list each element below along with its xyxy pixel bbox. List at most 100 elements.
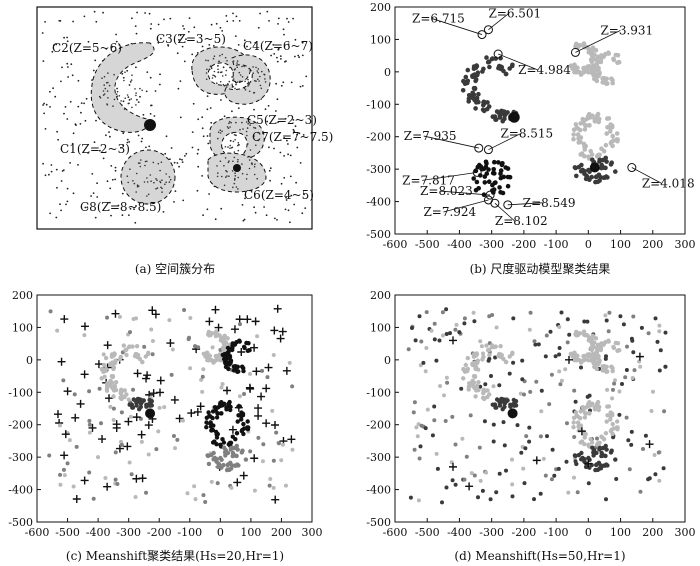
noise-point bbox=[657, 368, 662, 373]
annotation-leader bbox=[494, 202, 516, 222]
cluster-point bbox=[218, 401, 223, 407]
noise-point bbox=[653, 472, 658, 477]
cluster-point bbox=[575, 132, 581, 137]
cluster-point bbox=[588, 64, 594, 70]
cluster-point bbox=[236, 463, 241, 468]
cluster-point bbox=[264, 81, 267, 83]
noise-cross bbox=[273, 304, 282, 313]
noise-point bbox=[624, 415, 629, 420]
cluster-point bbox=[159, 169, 161, 172]
annotation-label: Z=8.102 bbox=[495, 214, 548, 228]
cluster-point bbox=[484, 55, 489, 60]
cluster-point bbox=[113, 73, 115, 76]
noise-point bbox=[157, 405, 162, 410]
noise-point bbox=[305, 75, 308, 78]
x-tick-label: -200 bbox=[512, 238, 537, 251]
noise-point bbox=[66, 36, 68, 39]
noise-point bbox=[83, 15, 86, 18]
cluster-point bbox=[589, 347, 595, 353]
noise-point bbox=[253, 206, 256, 209]
x-tick-label: 200 bbox=[271, 526, 292, 539]
noise-point bbox=[290, 447, 295, 452]
cluster-point bbox=[219, 81, 222, 83]
annotation-ring bbox=[483, 25, 493, 35]
annotation-leader bbox=[575, 30, 621, 53]
cluster-point bbox=[599, 434, 604, 439]
cluster-point bbox=[603, 453, 608, 459]
panel-a-cluster-points bbox=[98, 53, 267, 197]
cluster-point bbox=[121, 104, 123, 106]
cluster-point bbox=[209, 428, 214, 433]
noise-cross bbox=[144, 421, 153, 430]
noise-point bbox=[417, 456, 422, 461]
noise-point bbox=[80, 102, 83, 104]
cluster-point bbox=[216, 175, 219, 178]
noise-point bbox=[476, 495, 480, 500]
cluster-point bbox=[466, 93, 472, 98]
noise-point bbox=[656, 450, 661, 455]
noise-point bbox=[64, 106, 67, 108]
cluster-point bbox=[497, 185, 502, 190]
cluster-point bbox=[254, 163, 256, 165]
noise-point bbox=[630, 376, 635, 380]
annotation-leader bbox=[440, 190, 491, 196]
y-tick-label: 200 bbox=[370, 289, 391, 302]
cluster-point bbox=[243, 457, 249, 462]
noise-point bbox=[180, 418, 185, 423]
noise-point bbox=[559, 310, 564, 315]
noise-point bbox=[201, 127, 204, 130]
cluster-point bbox=[161, 179, 163, 181]
noise-point bbox=[113, 477, 118, 482]
noise-point bbox=[582, 319, 587, 324]
noise-point bbox=[50, 170, 53, 173]
cluster-point bbox=[105, 381, 110, 386]
noise-point bbox=[93, 10, 96, 13]
annotation-label: Z=8.023 bbox=[420, 184, 473, 198]
noise-point bbox=[61, 170, 64, 172]
noise-point bbox=[133, 208, 135, 211]
cluster-point bbox=[245, 178, 248, 180]
noise-cross bbox=[175, 414, 184, 423]
cluster-point bbox=[237, 144, 239, 147]
noise-point bbox=[167, 44, 170, 47]
noise-point bbox=[604, 497, 608, 502]
annotation-leader bbox=[497, 53, 539, 71]
cluster-point bbox=[473, 394, 478, 399]
noise-point bbox=[66, 200, 69, 203]
noise-point bbox=[87, 430, 92, 435]
cluster-point bbox=[255, 80, 257, 82]
noise-point bbox=[565, 317, 570, 322]
cluster-point bbox=[122, 394, 127, 400]
noise-point bbox=[196, 189, 199, 192]
cluster-point bbox=[256, 177, 259, 180]
cluster-point bbox=[593, 467, 598, 473]
cluster-point bbox=[476, 91, 481, 97]
cluster-point bbox=[491, 167, 497, 172]
noise-point bbox=[647, 476, 652, 481]
noise-cross bbox=[53, 410, 62, 419]
noise-point bbox=[301, 41, 304, 44]
cluster-point bbox=[108, 378, 113, 383]
cluster-point bbox=[609, 427, 614, 433]
cluster-point bbox=[165, 173, 167, 175]
noise-point bbox=[432, 404, 437, 409]
y-tick-label: -100 bbox=[366, 98, 391, 111]
noise-point bbox=[209, 107, 212, 109]
noise-point bbox=[408, 495, 413, 500]
noise-point bbox=[425, 407, 430, 412]
noise-point bbox=[293, 130, 296, 133]
noise-point bbox=[270, 408, 275, 413]
cluster-point bbox=[578, 121, 583, 126]
noise-cross bbox=[254, 411, 263, 420]
noise-point bbox=[549, 477, 554, 482]
x-tick-label: -400 bbox=[447, 238, 472, 251]
noise-point bbox=[479, 344, 484, 349]
noise-point bbox=[406, 347, 411, 352]
noise-point bbox=[52, 87, 54, 90]
cluster-point bbox=[492, 159, 497, 165]
noise-point bbox=[520, 377, 525, 382]
noise-point bbox=[469, 471, 474, 476]
noise-point bbox=[70, 63, 73, 66]
noise-point bbox=[55, 168, 58, 171]
noise-cross bbox=[196, 402, 205, 411]
